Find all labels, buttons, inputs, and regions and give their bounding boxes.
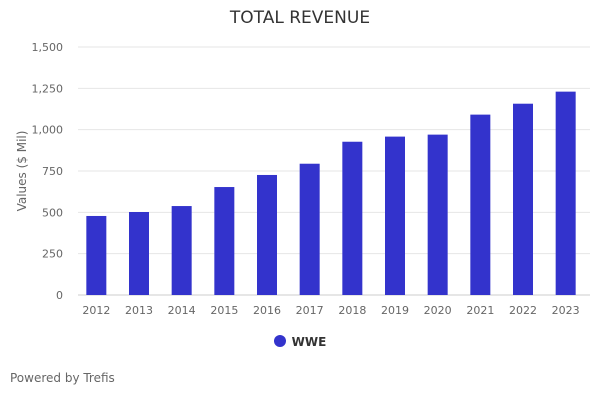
x-tick-label: 2013 (125, 304, 153, 317)
y-tick-label: 1,250 (32, 82, 64, 95)
y-tick-label: 500 (42, 206, 63, 219)
y-axis-label: Values ($ Mil) (15, 131, 29, 212)
bar-2012 (86, 215, 107, 295)
credit-text: Powered by Trefis (10, 371, 115, 385)
x-tick-label: 2015 (210, 304, 238, 317)
bar-2017 (299, 163, 320, 295)
bar-2022 (513, 103, 533, 295)
legend-marker (273, 335, 286, 347)
bar-2015 (214, 187, 235, 295)
y-tick-label: 750 (42, 165, 63, 178)
bar-2016 (257, 174, 277, 295)
y-tick-label: 1,500 (32, 41, 64, 54)
bar-chart: 0 250 500 750 1,000 1,250 1,500 Values ($ Mil) 2… (15, 41, 590, 317)
x-tick-label: 2023 (552, 304, 580, 317)
x-tick-label: 2016 (253, 304, 281, 317)
bar-2014 (171, 206, 192, 295)
legend[interactable]: WWE (0, 335, 600, 349)
bar-2018 (342, 141, 363, 295)
x-tick-label: 2012 (82, 304, 110, 317)
y-tick-label: 0 (56, 289, 63, 302)
x-tick-label: 2021 (466, 304, 494, 317)
bar-2020 (427, 134, 448, 295)
x-tick-label: 2018 (338, 304, 366, 317)
x-tick-label: 2022 (509, 304, 537, 317)
y-tick-label: 1,000 (32, 124, 64, 137)
bar-2021 (470, 114, 491, 295)
x-tick-label: 2019 (381, 304, 409, 317)
bar-2019 (385, 136, 405, 295)
y-tick-label: 250 (42, 248, 63, 261)
x-tick-label: 2020 (424, 304, 452, 317)
chart-title: TOTAL REVENUE (229, 8, 371, 28)
bar-2013 (129, 212, 149, 295)
x-tick-label: 2014 (168, 304, 196, 317)
legend-label: WWE (291, 335, 327, 349)
x-tick-label: 2017 (296, 304, 324, 317)
bar-2023 (555, 91, 576, 295)
